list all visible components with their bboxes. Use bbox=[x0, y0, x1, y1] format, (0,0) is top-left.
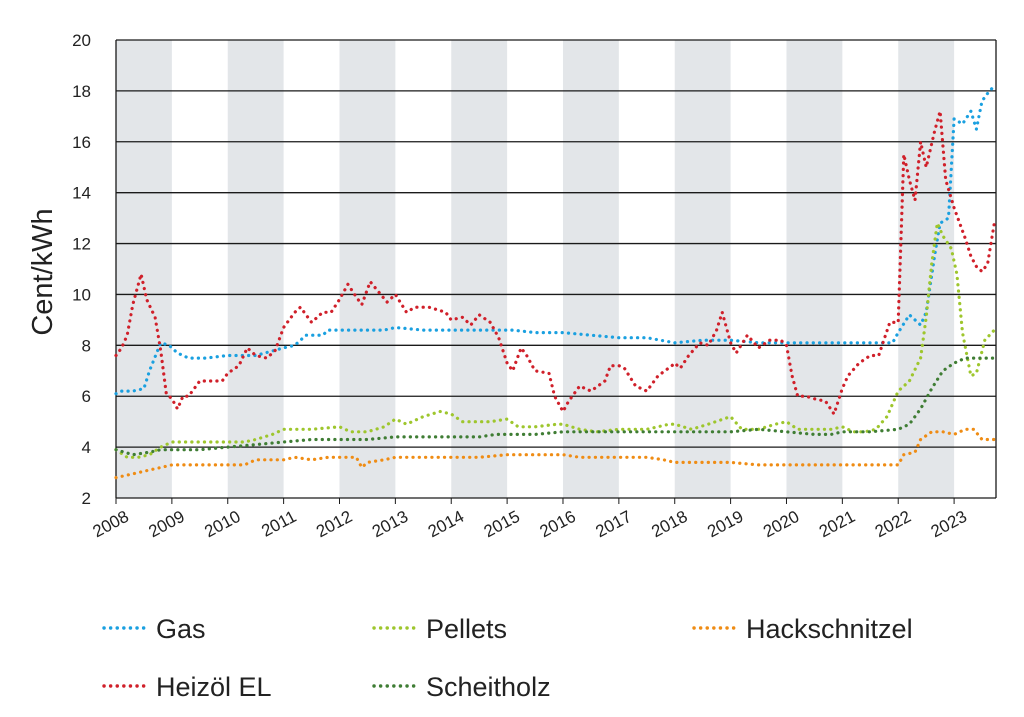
y-axis-ticks: 2 4 6 8 10 12 14 16 18 20 bbox=[72, 31, 91, 508]
series-line-hackschnitzel bbox=[114, 427, 996, 480]
y-tick-label: 18 bbox=[72, 82, 91, 101]
x-tick-label: 2020 bbox=[760, 507, 802, 542]
y-tick-label: 6 bbox=[82, 387, 91, 406]
series-group bbox=[114, 84, 996, 480]
x-tick-label: 2012 bbox=[313, 507, 355, 542]
x-tick-label: 2022 bbox=[872, 507, 914, 542]
y-tick-label: 16 bbox=[72, 133, 91, 152]
x-tick-label: 2018 bbox=[648, 507, 690, 542]
y-tick-label: 12 bbox=[72, 235, 91, 254]
series-line-pellets bbox=[114, 221, 996, 459]
legend-label: Scheitholz bbox=[426, 672, 551, 702]
series-line-scheitholz bbox=[114, 356, 996, 457]
year-band bbox=[227, 40, 284, 498]
x-tick-label: 2009 bbox=[145, 507, 187, 542]
x-tick-label: 2019 bbox=[704, 507, 746, 542]
x-tick-label: 2010 bbox=[201, 507, 243, 542]
year-band bbox=[562, 40, 619, 498]
x-tick-label: 2013 bbox=[369, 507, 411, 542]
y-tick-label: 2 bbox=[82, 489, 91, 508]
legend-label: Heizöl EL bbox=[156, 672, 272, 702]
y-tick-label: 20 bbox=[72, 31, 91, 50]
x-tick-label: 2008 bbox=[90, 507, 132, 542]
year-band bbox=[339, 40, 396, 498]
x-tick-label: 2023 bbox=[928, 507, 970, 542]
series-line-heiz-l-el bbox=[114, 109, 996, 416]
y-tick-label: 10 bbox=[72, 285, 91, 304]
y-tick-label: 4 bbox=[82, 438, 91, 457]
legend-label: Gas bbox=[156, 614, 206, 644]
y-axis-label: Cent/kWh bbox=[27, 208, 59, 335]
legend-label: Pellets bbox=[426, 614, 507, 644]
year-band bbox=[451, 40, 508, 498]
year-band bbox=[898, 40, 955, 498]
x-tick-label: 2011 bbox=[258, 507, 299, 541]
legend-label: Hackschnitzel bbox=[746, 614, 913, 644]
x-tick-label: 2015 bbox=[481, 507, 523, 542]
horizontal-gridlines bbox=[115, 39, 997, 499]
y-tick-label: 14 bbox=[72, 184, 91, 203]
x-tick-label: 2014 bbox=[425, 507, 467, 542]
year-bands bbox=[116, 40, 955, 498]
legend: Gas Pellets Hackschnitzel Heizöl EL Scheitho… bbox=[102, 614, 913, 702]
x-axis-ticks: 2008 2009 2010 2011 2012 2013 2014 2015 2016 2017… bbox=[90, 498, 970, 541]
x-tick-label: 2017 bbox=[592, 507, 634, 542]
year-band bbox=[786, 40, 843, 498]
y-tick-label: 8 bbox=[82, 336, 91, 355]
year-band bbox=[674, 40, 731, 498]
series-line-gas bbox=[114, 84, 996, 396]
year-band bbox=[116, 40, 172, 498]
x-tick-label: 2016 bbox=[537, 507, 579, 542]
x-tick-label: 2021 bbox=[816, 507, 858, 542]
